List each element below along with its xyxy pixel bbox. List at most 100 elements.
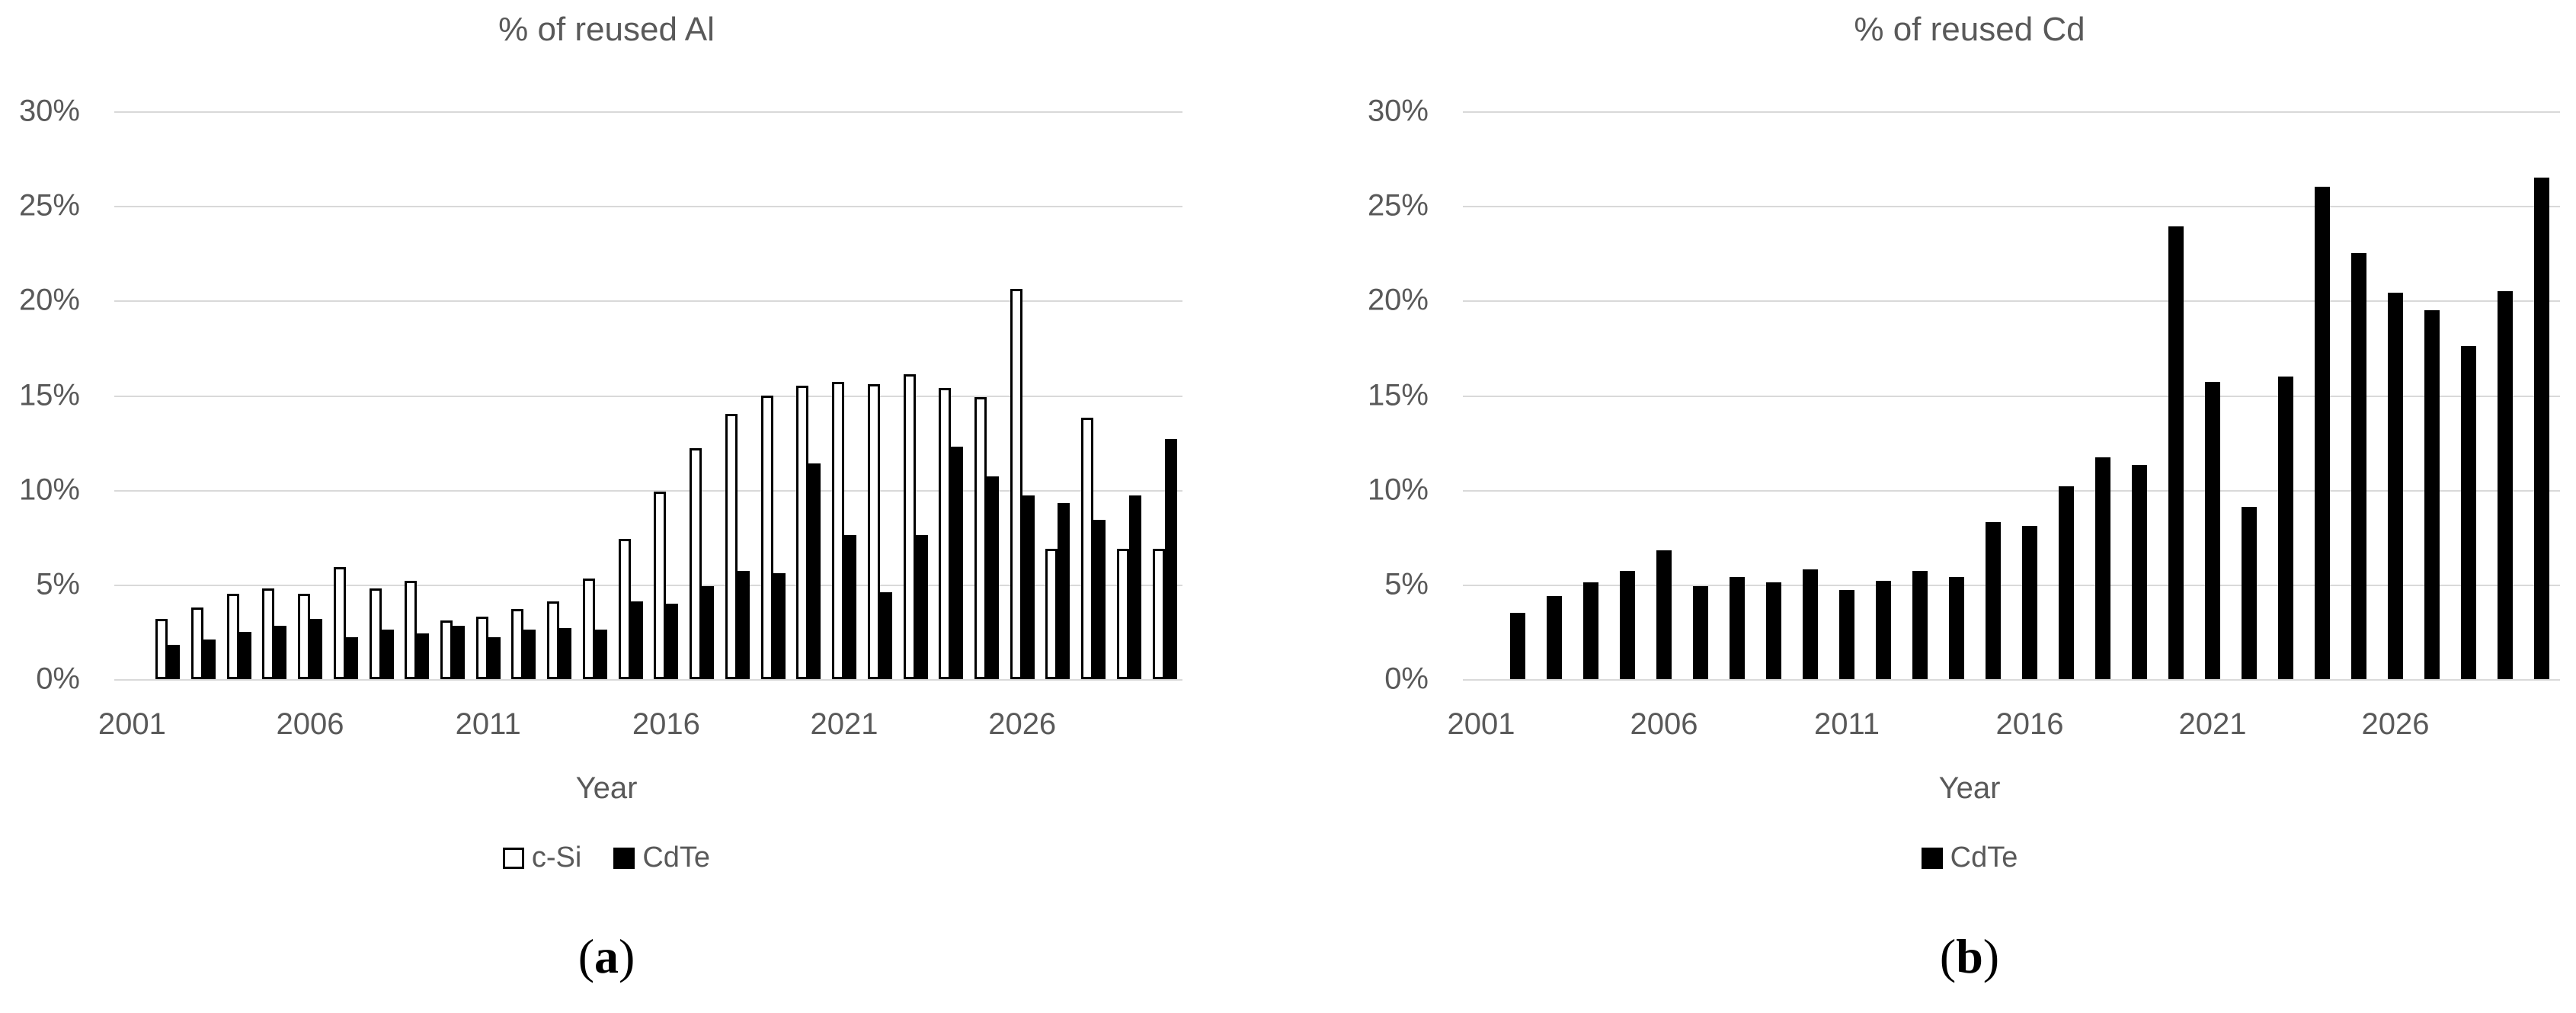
bar-csi-2003 (190, 607, 203, 679)
chart-a-legend: c-Si CdTe (30, 841, 1182, 874)
gridline-10% (114, 489, 1182, 492)
gridline-15% (1463, 395, 2560, 397)
bar-csi-2027 (1045, 548, 1058, 679)
gridline-20% (1463, 300, 2560, 303)
bar-cdte-2008 (1730, 576, 1745, 679)
bar-cdte-2025 (2351, 253, 2366, 679)
bar-cdte-2003 (1547, 595, 1562, 679)
bar-csi-2002 (155, 618, 168, 679)
bar-cdte-2024 (951, 446, 964, 679)
bar-csi-2029 (1116, 548, 1129, 679)
caption-close-paren: ) (1982, 929, 2000, 983)
bar-cdte-2006 (1656, 550, 1672, 679)
bar-cdte-2027 (2424, 309, 2440, 679)
bar-cdte-2022 (879, 591, 892, 679)
chart-reused-cd: % of reused Cd Year CdTe (b) 0% 5% 10% 15% 2… (1288, 0, 2576, 1013)
bar-cdte-2018 (2095, 457, 2110, 679)
y-tick-label: 15% (18, 378, 80, 412)
chart-b-x-axis-title: Year (1938, 771, 2001, 805)
bar-cdte-2003 (203, 639, 216, 679)
bar-cdte-2021 (844, 535, 857, 679)
bar-cdte-2024 (2315, 187, 2330, 679)
bar-csi-2007 (333, 567, 346, 679)
bar-cdte-2009 (417, 633, 430, 679)
chart-b-caption: (b) (1379, 928, 2560, 985)
bar-cdte-2002 (168, 645, 181, 679)
bar-cdte-2006 (310, 618, 323, 679)
x-tick-label-2001: 2001 (1447, 707, 1515, 741)
chart-a-title: % of reused Al (498, 11, 715, 48)
bar-csi-2026 (1010, 289, 1022, 679)
bar-cdte-2029 (2498, 290, 2513, 679)
bar-cdte-2023 (915, 535, 928, 679)
bar-cdte-2028 (2461, 345, 2476, 679)
bar-csi-2023 (903, 374, 916, 679)
x-tick-label-2011: 2011 (455, 707, 521, 741)
chart-b-legend: CdTe (1379, 841, 2560, 874)
x-tick-label-2011: 2011 (1813, 707, 1880, 741)
bar-cdte-2020 (808, 463, 821, 679)
bar-cdte-2023 (2278, 376, 2293, 679)
x-tick-label-2021: 2021 (2178, 707, 2247, 741)
bar-cdte-2030 (1164, 438, 1177, 679)
gridline-0% (114, 679, 1182, 681)
y-tick-label: 5% (36, 567, 80, 601)
bar-cdte-2014 (1949, 576, 1964, 679)
chart-a-plot-area (114, 111, 1182, 681)
bar-csi-2011 (475, 617, 488, 679)
bar-cdte-2013 (559, 627, 572, 679)
x-tick-label-2016: 2016 (632, 707, 700, 741)
gridline-15% (114, 395, 1182, 397)
bar-cdte-2019 (773, 572, 786, 679)
caption-open-paren: ( (578, 929, 594, 983)
bar-csi-2018 (725, 414, 738, 679)
bar-csi-2010 (440, 620, 453, 679)
bar-cdte-2007 (345, 637, 358, 679)
bar-cdte-2012 (523, 630, 536, 679)
bar-cdte-2017 (2059, 486, 2074, 679)
y-tick-label: 10% (1367, 473, 1429, 507)
bar-cdte-2026 (2388, 293, 2403, 679)
legend-label: CdTe (1950, 841, 2018, 874)
y-tick-label: 15% (1367, 378, 1429, 412)
chart-a-x-axis-title: Year (575, 771, 638, 805)
bar-cdte-2010 (1803, 569, 1818, 679)
bar-csi-2004 (226, 594, 239, 679)
caption-close-paren: ) (619, 929, 635, 983)
legend-swatch-icon (502, 847, 524, 869)
bar-cdte-2019 (2132, 465, 2147, 679)
y-tick-label: 0% (36, 662, 80, 696)
chart-reused-al: % of reused Al Year c-Si CdTe (a) 0% 5% 10%… (18, 11, 1182, 983)
gridline-0% (1463, 679, 2560, 681)
bar-cdte-2016 (2022, 525, 2037, 679)
bar-cdte-2015 (630, 601, 643, 679)
legend-item-cdte: CdTe (613, 841, 710, 874)
y-tick-label: 25% (18, 188, 80, 223)
caption-letter: b (1956, 929, 1983, 983)
y-tick-label: 25% (1367, 188, 1429, 223)
bar-cdte-2014 (594, 630, 607, 679)
bar-cdte-2021 (2205, 382, 2220, 679)
bar-csi-2022 (867, 383, 880, 679)
bar-csi-2015 (618, 539, 631, 679)
bar-csi-2006 (298, 594, 311, 679)
legend-swatch-icon (1921, 847, 1943, 869)
bar-cdte-2018 (737, 571, 750, 679)
bar-cdte-2029 (1128, 495, 1141, 679)
chart-b-title: % of reused Cd (1854, 11, 2085, 48)
legend-item-cdte: CdTe (1921, 841, 2018, 874)
x-tick-label-2006: 2006 (1630, 707, 1698, 741)
bar-cdte-2005 (274, 626, 287, 679)
x-tick-label-2016: 2016 (1995, 707, 2064, 741)
bar-csi-2013 (547, 601, 560, 679)
bar-cdte-2002 (1510, 613, 1525, 679)
bar-cdte-2016 (666, 603, 679, 679)
bar-cdte-2027 (1058, 503, 1070, 679)
y-tick-label: 0% (1384, 662, 1429, 696)
bar-cdte-2017 (702, 586, 715, 679)
bar-csi-2025 (974, 396, 987, 679)
x-tick-label-2026: 2026 (988, 707, 1057, 741)
bar-cdte-2011 (1839, 590, 1854, 679)
legend-swatch-icon (613, 847, 635, 869)
